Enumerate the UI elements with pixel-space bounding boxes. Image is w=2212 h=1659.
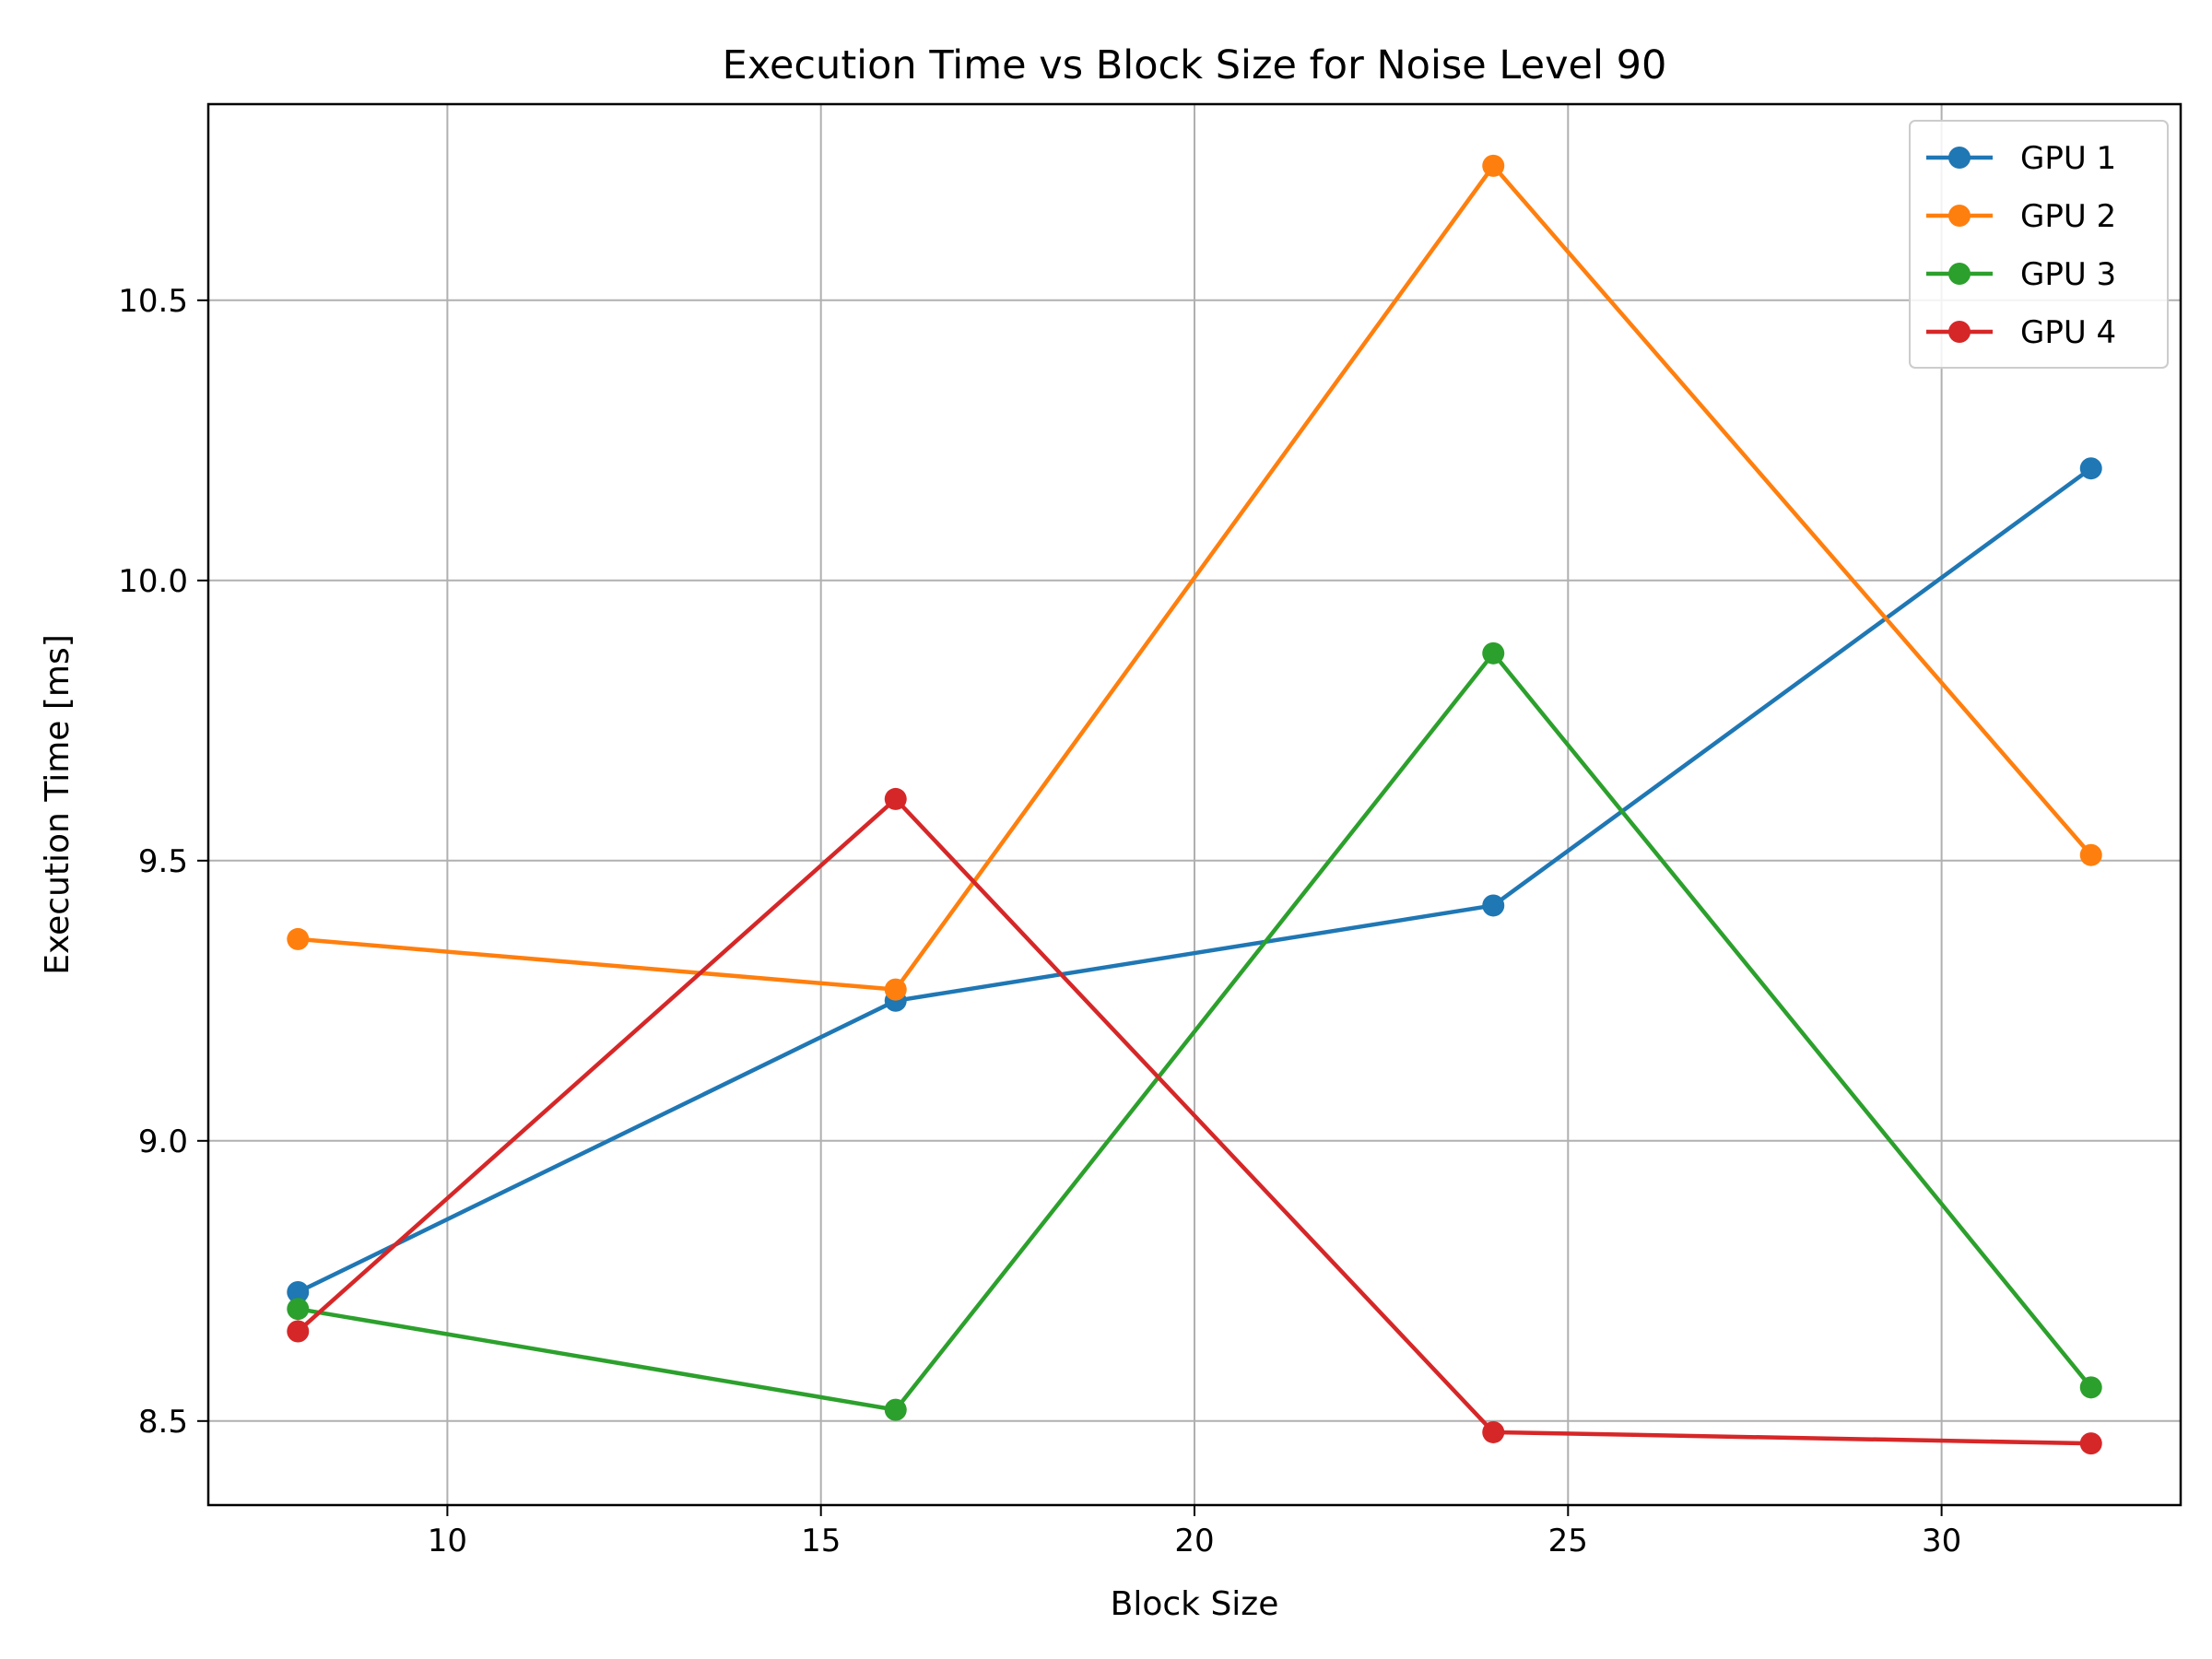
gpu-2-point	[287, 927, 310, 950]
x-tick-label: 15	[801, 1523, 841, 1559]
gpu-2-point	[2079, 843, 2102, 866]
chart-title: Execution Time vs Block Size for Noise L…	[723, 42, 1667, 88]
y-tick-label: 9.5	[138, 843, 188, 880]
legend-gpu-4-label: GPU 4	[2020, 314, 2116, 351]
gpu-3-point	[2079, 1376, 2102, 1399]
legend-gpu-1-marker	[1948, 147, 1971, 169]
axis-ticks: 10 15 20 25 30 8.5 9.0 9.5 10.0 10.5	[118, 283, 1961, 1559]
x-axis-label: Block Size	[1111, 1585, 1279, 1623]
gpu-4-point	[2079, 1432, 2102, 1455]
gpu-1-line	[296, 465, 2093, 1295]
y-tick-label: 10.0	[118, 563, 188, 600]
gpu-3-point	[1482, 641, 1505, 665]
gpu-2-line	[296, 163, 2093, 992]
gpu-1-point	[287, 1280, 310, 1303]
x-tick-label: 20	[1174, 1523, 1214, 1559]
gpu-2-point	[1482, 154, 1505, 177]
x-tick-label: 30	[1922, 1523, 1961, 1559]
gpu-1-point	[1482, 894, 1505, 917]
gpu-1-point	[2079, 457, 2102, 480]
gpu-4-line	[296, 796, 2093, 1446]
gpu-4-point	[884, 787, 907, 810]
legend-gpu-3-label: GPU 3	[2020, 256, 2116, 293]
gpu-3-point	[884, 1398, 907, 1421]
legend: GPU 1 GPU 2 GPU 3 GPU 4	[1909, 120, 2169, 369]
y-axis-label: Execution Time [ms]	[39, 634, 76, 975]
series-lines	[287, 154, 2102, 1455]
x-tick-label: 10	[428, 1523, 467, 1559]
legend-gpu-1-label: GPU 1	[2020, 140, 2116, 177]
gpu-3-point	[287, 1298, 310, 1321]
y-tick-label: 8.5	[138, 1404, 188, 1441]
legend-gpu-2-label: GPU 2	[2020, 198, 2116, 235]
gpu-4-point	[1482, 1420, 1505, 1443]
gpu-3-line	[296, 651, 2093, 1412]
y-tick-label: 9.0	[138, 1124, 188, 1160]
gpu-2-point	[884, 978, 907, 1001]
gpu-4-point	[287, 1320, 310, 1343]
legend-box	[1909, 120, 2169, 369]
y-tick-label: 10.5	[118, 283, 188, 320]
legend-gpu-4-marker	[1948, 321, 1971, 343]
x-tick-label: 25	[1548, 1523, 1588, 1559]
legend-gpu-3-marker	[1948, 263, 1971, 285]
legend-gpu-2-marker	[1948, 205, 1971, 227]
